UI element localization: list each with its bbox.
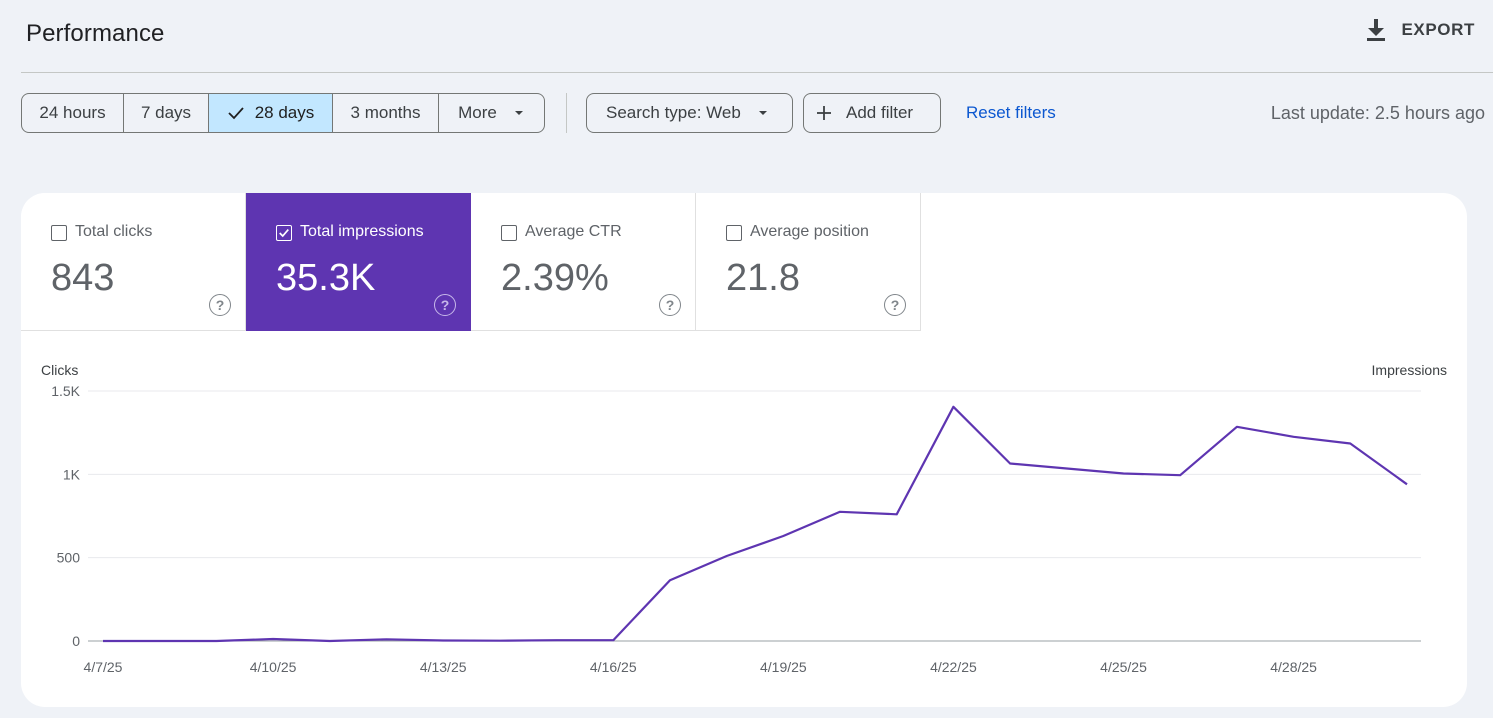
x-tick-label: 4/10/25 <box>250 659 297 675</box>
range-label: 28 days <box>254 103 315 122</box>
data-point[interactable] <box>1402 479 1412 489</box>
checkbox[interactable] <box>51 225 67 241</box>
range-7-days[interactable]: 7 days <box>124 94 209 132</box>
range-28-days[interactable]: 28 days <box>209 94 333 132</box>
y-tick-label: 1.5K <box>51 383 80 399</box>
data-point[interactable] <box>948 402 958 412</box>
export-button[interactable]: EXPORT <box>1365 18 1475 42</box>
metric-average-position[interactable]: Average position 21.8 ? <box>696 193 921 331</box>
data-point[interactable] <box>1062 464 1072 474</box>
data-point[interactable] <box>1119 469 1129 479</box>
metric-average-ctr[interactable]: Average CTR 2.39% ? <box>471 193 696 331</box>
y-tick-label: 500 <box>57 550 81 566</box>
range-24-hours[interactable]: 24 hours <box>22 94 124 132</box>
metric-value: 843 <box>51 257 115 299</box>
data-point[interactable] <box>1005 459 1015 469</box>
x-tick-label: 4/13/25 <box>420 659 467 675</box>
x-tick-label: 4/22/25 <box>930 659 977 675</box>
data-point[interactable] <box>325 636 335 646</box>
data-point[interactable] <box>98 636 108 646</box>
help-icon[interactable]: ? <box>209 294 231 316</box>
checkbox[interactable] <box>501 225 517 241</box>
search-type-dropdown[interactable]: Search type: Web <box>586 93 793 133</box>
metric-value: 21.8 <box>726 257 800 299</box>
page-title: Performance <box>26 20 165 47</box>
x-tick-label: 4/7/25 <box>84 659 123 675</box>
y-tick-label: 0 <box>72 633 80 649</box>
data-point[interactable] <box>778 531 788 541</box>
range-more-dropdown[interactable]: More <box>439 94 544 132</box>
checkbox-checked[interactable] <box>276 225 292 241</box>
metric-label: Average position <box>750 223 869 240</box>
dropdown-arrow-icon <box>758 111 767 115</box>
performance-card: Total clicks 843 ? Total impressions 35.… <box>21 193 1467 707</box>
help-icon[interactable]: ? <box>434 294 456 316</box>
data-point[interactable] <box>552 635 562 645</box>
data-point[interactable] <box>155 636 165 646</box>
range-3-months[interactable]: 3 months <box>333 94 439 132</box>
toolbar-separator <box>566 93 567 133</box>
left-axis-title: Clicks <box>41 362 78 378</box>
header-divider <box>21 72 1493 73</box>
export-label: EXPORT <box>1401 20 1475 39</box>
data-point[interactable] <box>1232 422 1242 432</box>
performance-chart[interactable]: Clicks Impressions 0 500 1K 1.5K 4/7/25 4/10… <box>21 351 1467 691</box>
metric-total-clicks[interactable]: Total clicks 843 ? <box>21 193 246 331</box>
data-point[interactable] <box>268 634 278 644</box>
checkbox[interactable] <box>726 225 742 241</box>
data-point[interactable] <box>722 551 732 561</box>
date-range-selector: 24 hours 7 days 28 days 3 months More <box>21 93 545 133</box>
reset-filters-link[interactable]: Reset filters <box>966 103 1056 122</box>
dropdown-arrow-icon <box>514 111 523 115</box>
add-filter-label: Add filter <box>846 103 914 122</box>
range-label: More <box>458 103 497 122</box>
metric-tiles: Total clicks 843 ? Total impressions 35.… <box>21 193 921 331</box>
line-chart[interactable]: Clicks Impressions 0 500 1K 1.5K 4/7/25 4/10… <box>21 351 1467 691</box>
metric-total-impressions[interactable]: Total impressions 35.3K ? <box>246 193 471 331</box>
check-icon <box>279 229 289 238</box>
data-point[interactable] <box>1345 439 1355 449</box>
data-point[interactable] <box>835 507 845 517</box>
add-filter-button[interactable]: Add filter <box>803 93 941 133</box>
metric-label: Average CTR <box>525 223 622 240</box>
series-line-impressions[interactable] <box>103 405 1408 643</box>
x-tick-label: 4/28/25 <box>1270 659 1317 675</box>
x-tick-label: 4/25/25 <box>1100 659 1147 675</box>
data-point[interactable] <box>1289 432 1299 442</box>
range-label: 24 hours <box>39 103 106 122</box>
data-point[interactable] <box>1175 470 1185 480</box>
range-label: 3 months <box>350 103 421 122</box>
data-point[interactable] <box>438 636 448 646</box>
data-point[interactable] <box>608 635 618 645</box>
metric-value: 35.3K <box>276 257 376 299</box>
help-icon[interactable]: ? <box>659 294 681 316</box>
download-icon <box>1367 19 1386 41</box>
data-point[interactable] <box>665 575 675 585</box>
y-tick-label: 1K <box>63 466 81 482</box>
plus-icon <box>817 106 831 120</box>
right-axis-title: Impressions <box>1372 362 1447 378</box>
data-point[interactable] <box>495 636 505 646</box>
data-point[interactable] <box>381 634 391 644</box>
metric-label: Total clicks <box>75 223 153 240</box>
x-tick-label: 4/16/25 <box>590 659 637 675</box>
metric-value: 2.39% <box>501 257 609 299</box>
range-label: 7 days <box>140 103 192 122</box>
data-point[interactable] <box>211 636 221 646</box>
filter-toolbar: 24 hours 7 days 28 days 3 months More Se… <box>21 93 1485 133</box>
data-point[interactable] <box>892 509 902 519</box>
help-icon[interactable]: ? <box>884 294 906 316</box>
check-icon <box>228 107 244 120</box>
last-update-text: Last update: 2.5 hours ago <box>1270 102 1485 123</box>
search-type-label: Search type: Web <box>606 103 741 122</box>
metric-label: Total impressions <box>300 223 424 240</box>
x-tick-label: 4/19/25 <box>760 659 807 675</box>
